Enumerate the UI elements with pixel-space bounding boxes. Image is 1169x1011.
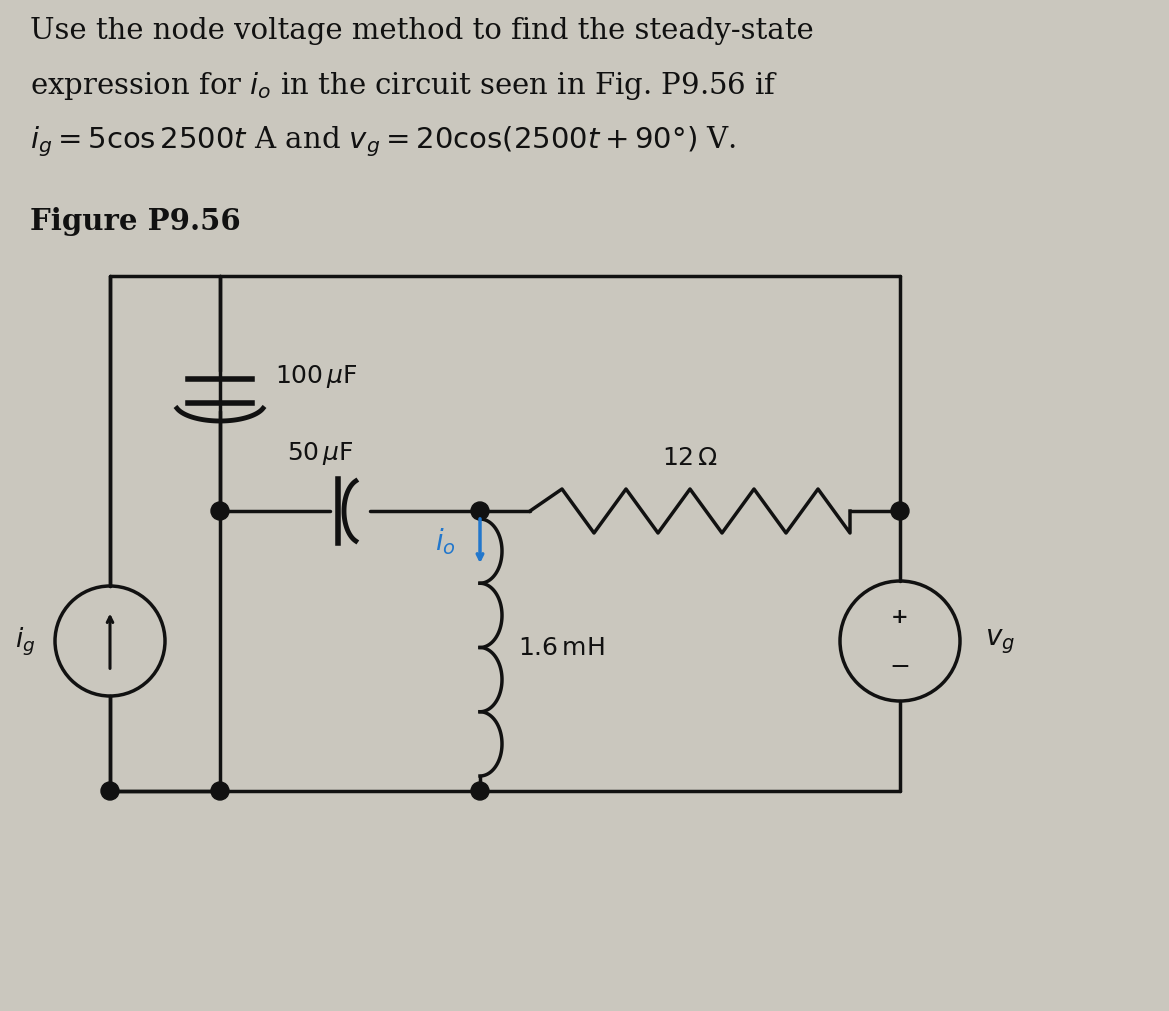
Text: $100\,\mu\mathrm{F}$: $100\,\mu\mathrm{F}$ (275, 363, 358, 390)
Text: $i_o$: $i_o$ (435, 526, 456, 557)
Circle shape (471, 502, 489, 521)
Circle shape (210, 783, 229, 801)
Text: $i_g$: $i_g$ (15, 625, 35, 657)
Circle shape (101, 783, 119, 801)
Text: $i_g = 5 \cos 2500t$ A and $v_g = 20 \cos(2500t + 90°)$ V.: $i_g = 5 \cos 2500t$ A and $v_g = 20 \co… (30, 124, 736, 159)
Circle shape (210, 502, 229, 521)
Text: Figure P9.56: Figure P9.56 (30, 207, 241, 236)
Circle shape (471, 783, 489, 801)
Text: $1.6\,\mathrm{mH}$: $1.6\,\mathrm{mH}$ (518, 636, 604, 659)
Text: $50\,\mu\mathrm{F}$: $50\,\mu\mathrm{F}$ (286, 440, 353, 466)
Circle shape (891, 502, 909, 521)
Text: −: − (890, 655, 911, 678)
Text: $v_g$: $v_g$ (985, 627, 1015, 656)
Text: Use the node voltage method to find the steady-state: Use the node voltage method to find the … (30, 17, 814, 44)
Text: expression for $i_o$ in the circuit seen in Fig. P9.56 if: expression for $i_o$ in the circuit seen… (30, 70, 779, 102)
Text: +: + (891, 607, 908, 626)
Text: $12\,\Omega$: $12\,\Omega$ (662, 447, 718, 469)
